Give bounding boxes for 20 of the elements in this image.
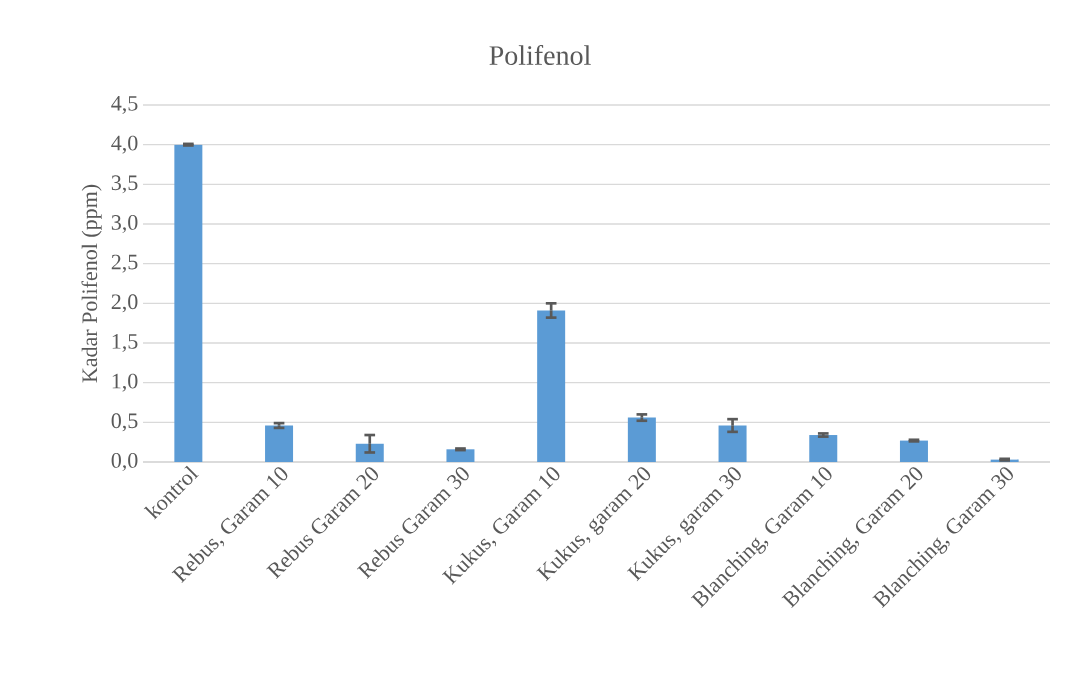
chart-title: Polifenol xyxy=(489,45,591,65)
bar xyxy=(809,435,838,462)
y-tick-label: 2,0 xyxy=(111,294,138,313)
y-tick-label: 3,0 xyxy=(111,214,138,234)
bar xyxy=(627,417,656,462)
bar xyxy=(174,144,203,462)
y-tick-label: 4,5 xyxy=(111,96,138,114)
y-tick-label: 3,5 xyxy=(111,175,138,194)
y-tick-label: 4,0 xyxy=(111,135,138,154)
y-tick-label: 1,0 xyxy=(112,373,138,392)
y-tick-label: 1,5 xyxy=(112,334,138,352)
y-tick-label: 2,5 xyxy=(111,254,138,273)
bar xyxy=(446,449,475,462)
bar xyxy=(265,425,294,462)
y-tick-label: 0,0 xyxy=(111,452,138,472)
bar xyxy=(899,440,928,462)
bar xyxy=(718,425,747,462)
bar xyxy=(537,310,566,462)
y-tick-label: 0,5 xyxy=(111,413,138,432)
y-axis-title: Kadar Polifenol (ppm) xyxy=(81,184,102,383)
